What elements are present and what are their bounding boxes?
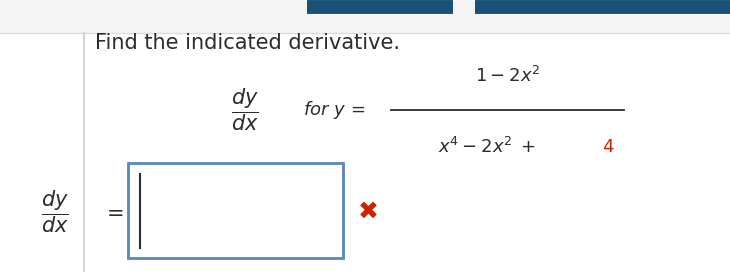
Text: $4$: $4$: [602, 138, 615, 156]
Text: for $y\,=$: for $y\,=$: [303, 99, 366, 121]
Bar: [0, 0, 730, 33]
Bar: [128, 163, 343, 258]
Text: $1 - 2x^2$: $1 - 2x^2$: [474, 66, 540, 86]
Text: $\dfrac{dy}{dx}$: $\dfrac{dy}{dx}$: [231, 87, 258, 133]
Text: Find the indicated derivative.: Find the indicated derivative.: [95, 33, 400, 53]
Text: $\dfrac{dy}{dx}$: $\dfrac{dy}{dx}$: [41, 189, 69, 235]
Text: $x^4 - 2x^2\;+$: $x^4 - 2x^2\;+$: [438, 137, 536, 157]
Text: $=$: $=$: [102, 202, 124, 222]
Text: ✖: ✖: [358, 200, 379, 224]
